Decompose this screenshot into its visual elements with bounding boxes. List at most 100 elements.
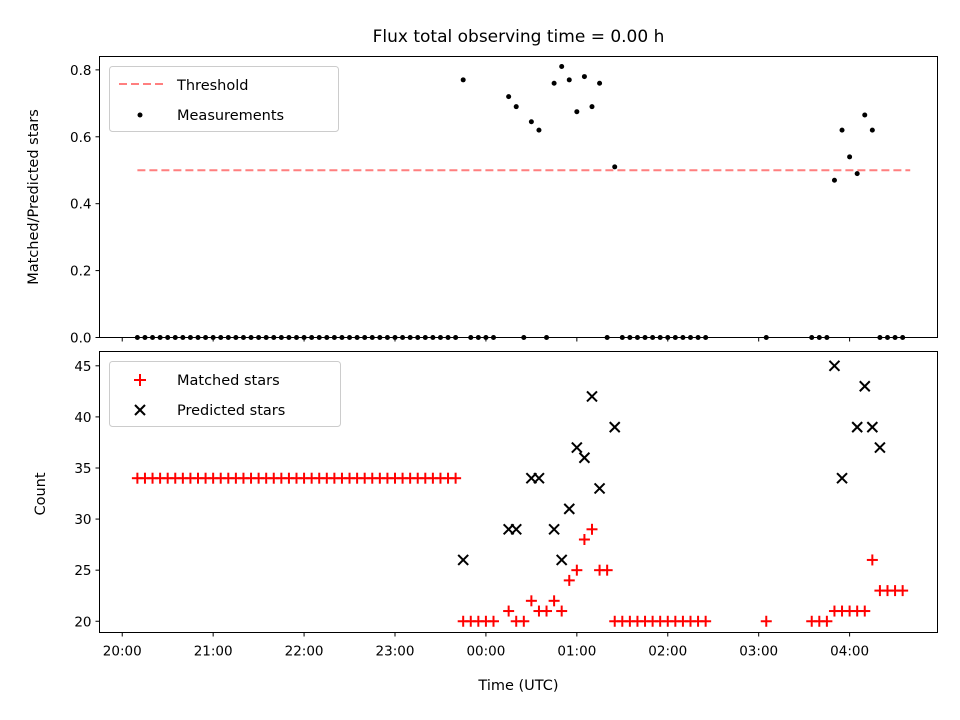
predicted-star-point — [533, 472, 545, 484]
x-tick-label: 20:00 — [103, 644, 142, 660]
x-tick-label: 23:00 — [376, 644, 415, 660]
matched-star-point — [525, 595, 537, 607]
matched-star-point — [700, 615, 712, 627]
bottom-y-axis-label: Count — [33, 472, 49, 515]
bottom-y-tick-label: 40 — [74, 410, 91, 426]
bottom-marks — [131, 360, 909, 627]
x-tick-label: 02:00 — [648, 644, 687, 660]
measurement-point — [506, 94, 512, 100]
predicted-star-point — [593, 482, 606, 495]
bottom-y-tick-label: 45 — [74, 359, 91, 375]
measurement-point — [589, 104, 595, 110]
predicted-star-point — [851, 421, 863, 433]
legend-measurements-swatch — [137, 112, 143, 118]
top-legend: Threshold Measurements — [109, 66, 339, 132]
measurement-point — [559, 64, 565, 70]
measurement-point — [847, 154, 853, 160]
top-y-axis-label: Matched/Predicted stars — [26, 109, 42, 285]
predicted-star-point — [563, 503, 575, 515]
matched-star-point — [821, 615, 833, 627]
chart-title: Flux total observing time = 0.00 h — [373, 27, 665, 47]
matched-star-point — [487, 615, 499, 627]
x-tick-label: 22:00 — [285, 644, 324, 660]
measurement-point — [839, 127, 845, 133]
measurement-point — [536, 127, 542, 133]
predicted-star-point — [586, 390, 598, 403]
legend-matched-swatch — [134, 374, 146, 386]
bottom-plot-frame — [99, 351, 938, 633]
predicted-star-point — [859, 380, 871, 392]
top-y-tick-label: 0.6 — [70, 130, 91, 146]
matched-star-point — [601, 564, 613, 576]
x-axis-label: Time (UTC) — [477, 678, 558, 694]
matched-star-point — [556, 605, 568, 617]
x-tick-label: 04:00 — [830, 644, 869, 660]
matched-star-point — [859, 605, 871, 617]
matched-star-point — [541, 605, 553, 617]
measurement-point — [566, 77, 572, 83]
measurement-point — [597, 80, 603, 86]
top-panel: 0.00.20.40.60.8 Matched/Predicted stars … — [26, 56, 938, 347]
top-y-tick-label: 0.0 — [70, 331, 91, 347]
top-y-ticks: 0.0 0.2 0.4 0.6 0.8 — [70, 63, 100, 347]
bottom-legend-box — [109, 361, 341, 427]
legend-threshold-label: Threshold — [176, 78, 248, 94]
top-x-ticks — [121, 337, 851, 342]
measurement-point — [581, 74, 587, 80]
predicted-star-point — [457, 554, 469, 566]
bottom-y-tick-label: 35 — [74, 461, 91, 477]
measurement-point — [528, 119, 534, 125]
measurement-point — [831, 177, 837, 183]
top-y-tick-label: 0.8 — [70, 63, 91, 79]
x-tick-label: 00:00 — [466, 644, 505, 660]
bottom-y-tick-label: 30 — [74, 512, 91, 528]
predicted-star-point — [510, 523, 522, 536]
matched-star-point — [563, 574, 575, 586]
measurement-point — [460, 77, 466, 83]
x-tick-label: 21:00 — [194, 644, 233, 660]
bottom-legend: Matched stars Predicted stars — [109, 361, 341, 427]
bottom-y-tick-label: 25 — [74, 563, 91, 579]
measurement-point — [854, 171, 860, 177]
predicted-star-point — [828, 360, 841, 372]
top-legend-box — [109, 66, 339, 132]
predicted-star-point — [555, 554, 568, 566]
bottom-y-ticks: 20 25 30 35 40 45 — [74, 359, 100, 630]
matched-star-point — [866, 554, 878, 566]
legend-measurements-label: Measurements — [177, 108, 284, 124]
measurement-point — [513, 104, 519, 110]
predicted-star-point — [548, 523, 560, 536]
matched-star-point — [503, 605, 515, 617]
measurement-point — [862, 112, 868, 118]
top-y-tick-label: 0.4 — [70, 197, 91, 213]
matched-star-point — [518, 615, 530, 627]
matched-star-point — [548, 595, 560, 607]
matched-star-point — [571, 564, 583, 576]
x-tick-label: 03:00 — [739, 644, 778, 660]
predicted-star-point — [836, 472, 848, 484]
matched-star-point — [760, 615, 772, 627]
measurement-point — [612, 164, 618, 170]
top-plot-frame — [99, 56, 938, 338]
bottom-y-tick-label: 20 — [74, 614, 91, 630]
predicted-star-point — [874, 441, 886, 454]
matched-star-point — [586, 523, 598, 535]
predicted-star-point — [866, 421, 879, 433]
measurement-point — [574, 109, 580, 115]
predicted-star-point — [578, 452, 591, 464]
bottom-panel: 20 25 30 35 40 45 20:00 21:00 22:00 23:00 00:00 01… — [33, 351, 938, 694]
matched-star-point — [578, 534, 590, 546]
matched-star-point — [897, 585, 909, 597]
legend-matched-label: Matched stars — [177, 373, 280, 389]
measurement-point — [551, 80, 557, 86]
top-y-tick-label: 0.2 — [70, 264, 91, 280]
predicted-star-point — [571, 441, 583, 454]
legend-predicted-label: Predicted stars — [177, 403, 285, 419]
bottom-x-ticks: 20:00 21:00 22:00 23:00 00:00 01:00 02:00 03:00… — [103, 632, 869, 660]
x-tick-label: 01:00 — [557, 644, 596, 660]
measurement-point — [869, 127, 875, 133]
matched-star-point — [450, 472, 462, 484]
predicted-star-point — [609, 421, 621, 433]
legend-predicted-swatch — [134, 404, 146, 416]
